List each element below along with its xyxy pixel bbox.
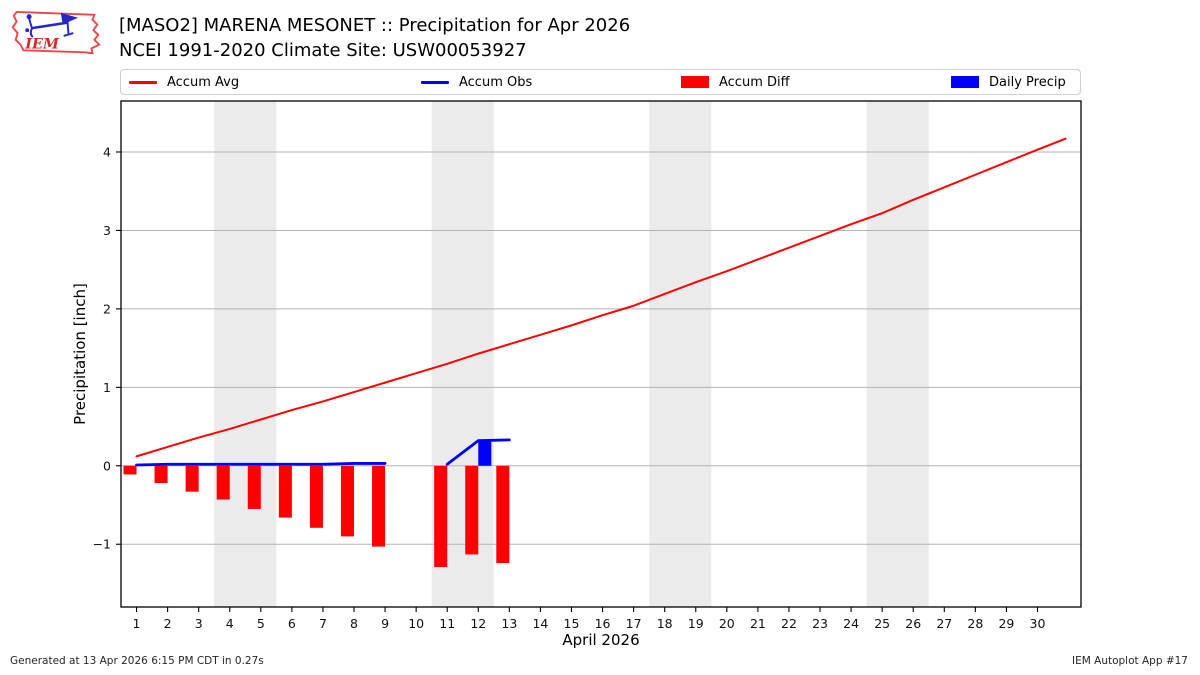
- x-tick-label: 18: [657, 616, 673, 631]
- x-tick-label: 6: [288, 616, 296, 631]
- iowa-outline-icon: [11, 10, 101, 55]
- x-tick-label: 27: [936, 616, 952, 631]
- x-tick-label: 30: [1030, 616, 1046, 631]
- legend-item-accum-diff: Accum Diff: [681, 70, 790, 94]
- x-axis-label: April 2026: [562, 631, 640, 649]
- x-tick-label: 26: [905, 616, 921, 631]
- daily-precip-bar: [478, 440, 492, 466]
- accum-avg-line-swatch-icon: [129, 80, 157, 84]
- accum-diff-bar: [278, 465, 292, 518]
- y-tick-label: 1: [103, 380, 111, 395]
- accum-diff-bar: [496, 465, 510, 564]
- weekend-band: [214, 101, 277, 607]
- y-tick-label: 3: [103, 223, 111, 238]
- x-tick-label: 15: [564, 616, 580, 631]
- accum-diff-bar: [434, 465, 448, 567]
- page-subtitle: NCEI 1991-2020 Climate Site: USW00053927: [119, 40, 527, 61]
- accum-obs-line-swatch-icon: [421, 80, 449, 84]
- y-tick-label: −1: [93, 537, 111, 552]
- x-tick-label: 17: [626, 616, 642, 631]
- accum-obs-segment: [135, 462, 387, 467]
- legend-item-accum-avg: Accum Avg: [129, 70, 239, 94]
- accum-diff-bar: [372, 465, 386, 547]
- accum-diff-bar: [465, 465, 479, 555]
- x-tick-label: 25: [874, 616, 890, 631]
- x-tick-label: 4: [226, 616, 234, 631]
- x-tick-label: 28: [967, 616, 983, 631]
- x-tick-label: 12: [470, 616, 486, 631]
- y-tick-label: 2: [103, 301, 111, 316]
- x-tick-label: 9: [381, 616, 389, 631]
- accum-diff-bar: [247, 465, 261, 509]
- x-tick-label: 29: [998, 616, 1014, 631]
- precipitation-chart: 1 2 3 4 5 6 7 8 9 10 11 12 13 14 15 16 17 18 19 20 21 22 23 24 2…: [93, 100, 1082, 631]
- y-axis: −1 0 1 2 3 4: [93, 144, 121, 552]
- accum-obs-line: [135, 438, 511, 467]
- x-tick-label: 19: [688, 616, 704, 631]
- daily-precip-bars: [478, 440, 492, 466]
- accum-diff-bar: [154, 465, 168, 484]
- iem-logo: IEM: [11, 10, 101, 55]
- x-tick-label: 2: [164, 616, 172, 631]
- x-tick-label: 14: [532, 616, 548, 631]
- generated-timestamp: Generated at 13 Apr 2026 6:15 PM CDT in …: [10, 655, 264, 667]
- accum-avg-path: [135, 137, 1067, 458]
- weekend-band: [866, 101, 929, 607]
- weekend-bands: [214, 101, 929, 607]
- x-tick-label: 1: [133, 616, 141, 631]
- accum-obs-segment: [445, 438, 511, 466]
- x-tick-label: 5: [257, 616, 265, 631]
- iem-logo-text: IEM: [24, 35, 60, 52]
- x-tick-label: 10: [408, 616, 424, 631]
- accum-diff-bar: [123, 465, 137, 475]
- weather-vane-icon: [25, 12, 79, 38]
- autoplot-app-label: IEM Autoplot App #17: [1072, 655, 1188, 667]
- chart-legend: Accum Avg Accum Obs Accum Diff Daily Pre…: [120, 69, 1081, 95]
- accum-diff-bar: [340, 465, 355, 537]
- y-tick-label: 4: [103, 144, 111, 159]
- plot-border: [120, 100, 1082, 608]
- legend-item-accum-obs: Accum Obs: [421, 70, 532, 94]
- x-tick-label: 16: [595, 616, 611, 631]
- accum-avg-line: [135, 137, 1067, 458]
- y-tick-label: 0: [103, 458, 111, 473]
- x-tick-label: 3: [195, 616, 203, 631]
- x-tick-label: 8: [350, 616, 358, 631]
- chart-titles: [MASO2] MARENA MESONET :: Precipitation …: [119, 13, 630, 63]
- legend-item-daily-precip: Daily Precip: [951, 70, 1066, 94]
- y-axis-label: Precipitation [inch]: [71, 283, 89, 425]
- x-tick-label: 20: [719, 616, 735, 631]
- x-tick-label: 11: [439, 616, 455, 631]
- weekend-band: [649, 101, 712, 607]
- x-tick-label: 23: [812, 616, 828, 631]
- daily-precip-patch-swatch-icon: [951, 76, 979, 88]
- accum-diff-bar: [309, 465, 323, 528]
- x-tick-label: 21: [750, 616, 766, 631]
- x-tick-label: 13: [501, 616, 517, 631]
- accum-diff-patch-swatch-icon: [681, 76, 709, 88]
- legend-label: Accum Diff: [719, 74, 790, 90]
- accum-diff-bar: [185, 465, 199, 492]
- x-tick-label: 7: [319, 616, 327, 631]
- page-title: [MASO2] MARENA MESONET :: Precipitation …: [119, 15, 631, 36]
- accum-diff-bar: [216, 465, 230, 500]
- accum-diff-bars: [123, 465, 510, 567]
- x-tick-label: 24: [843, 616, 859, 631]
- legend-label: Daily Precip: [989, 74, 1066, 90]
- grid-lines: [121, 151, 1081, 545]
- x-tick-label: 22: [781, 616, 797, 631]
- legend-label: Accum Avg: [167, 74, 240, 90]
- x-axis: 1 2 3 4 5 6 7 8 9 10 11 12 13 14 15 16 17 18 19 20 21 22 23 24 2…: [133, 607, 1046, 631]
- legend-label: Accum Obs: [459, 74, 533, 90]
